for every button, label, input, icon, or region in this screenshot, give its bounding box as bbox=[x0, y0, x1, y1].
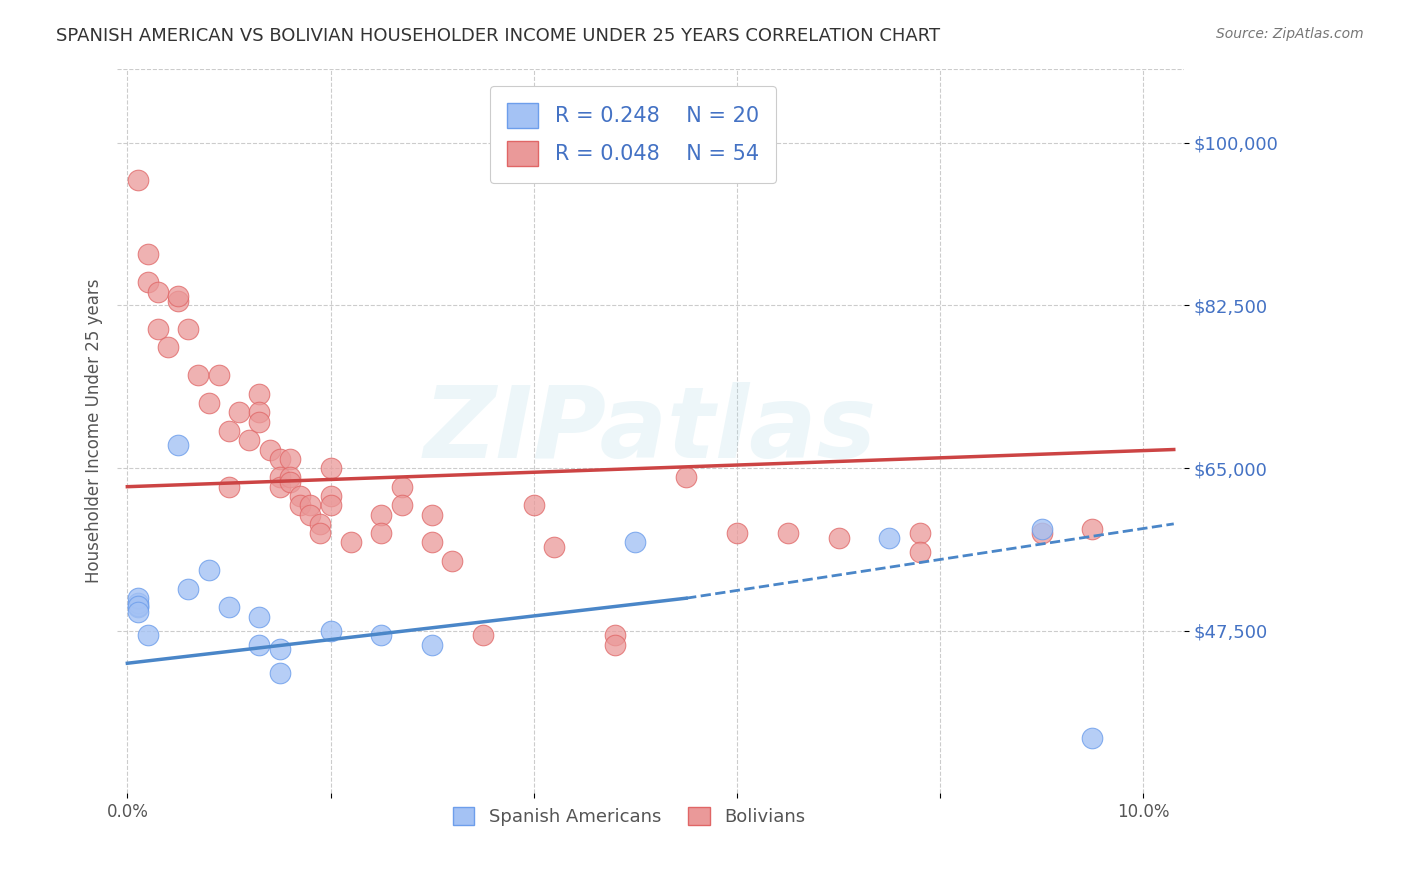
Point bbox=[319, 489, 342, 503]
Y-axis label: Householder Income Under 25 years: Householder Income Under 25 years bbox=[86, 278, 103, 583]
Point bbox=[208, 368, 231, 383]
Point bbox=[238, 434, 260, 448]
Point bbox=[319, 461, 342, 475]
Point bbox=[1031, 526, 1053, 541]
Point bbox=[420, 638, 443, 652]
Point bbox=[908, 526, 931, 541]
Point bbox=[340, 535, 363, 549]
Text: Source: ZipAtlas.com: Source: ZipAtlas.com bbox=[1216, 27, 1364, 41]
Point bbox=[420, 535, 443, 549]
Point bbox=[218, 600, 240, 615]
Point bbox=[127, 599, 149, 613]
Point bbox=[278, 470, 301, 484]
Point bbox=[1081, 521, 1104, 535]
Point bbox=[269, 642, 291, 657]
Point bbox=[624, 535, 647, 549]
Point bbox=[218, 480, 240, 494]
Legend: Spanish Americans, Bolivians: Spanish Americans, Bolivians bbox=[444, 797, 814, 835]
Point bbox=[269, 470, 291, 484]
Point bbox=[167, 293, 190, 308]
Point bbox=[127, 591, 149, 606]
Point bbox=[177, 322, 200, 336]
Point bbox=[543, 540, 565, 554]
Point bbox=[725, 526, 748, 541]
Point bbox=[249, 415, 271, 429]
Point bbox=[603, 638, 626, 652]
Point bbox=[249, 405, 271, 419]
Point bbox=[249, 386, 271, 401]
Point bbox=[167, 289, 190, 303]
Point bbox=[319, 498, 342, 512]
Point bbox=[136, 275, 159, 289]
Point bbox=[420, 508, 443, 522]
Point bbox=[309, 516, 332, 531]
Point bbox=[197, 563, 219, 577]
Point bbox=[146, 322, 169, 336]
Point bbox=[299, 498, 322, 512]
Point bbox=[177, 582, 200, 596]
Point bbox=[127, 605, 149, 619]
Point bbox=[127, 596, 149, 610]
Point bbox=[908, 545, 931, 559]
Point bbox=[299, 508, 322, 522]
Point bbox=[228, 405, 250, 419]
Point bbox=[319, 624, 342, 638]
Point bbox=[471, 628, 494, 642]
Point bbox=[127, 173, 149, 187]
Point bbox=[827, 531, 849, 545]
Point bbox=[136, 247, 159, 261]
Point bbox=[278, 475, 301, 489]
Point bbox=[156, 340, 179, 354]
Point bbox=[391, 480, 413, 494]
Point bbox=[259, 442, 281, 457]
Point bbox=[441, 554, 464, 568]
Point bbox=[127, 600, 149, 615]
Point bbox=[167, 438, 190, 452]
Point bbox=[370, 526, 392, 541]
Point bbox=[269, 665, 291, 680]
Point bbox=[391, 498, 413, 512]
Point bbox=[309, 526, 332, 541]
Point bbox=[249, 638, 271, 652]
Text: SPANISH AMERICAN VS BOLIVIAN HOUSEHOLDER INCOME UNDER 25 YEARS CORRELATION CHART: SPANISH AMERICAN VS BOLIVIAN HOUSEHOLDER… bbox=[56, 27, 941, 45]
Point bbox=[146, 285, 169, 299]
Point bbox=[370, 628, 392, 642]
Point bbox=[776, 526, 799, 541]
Text: ZIPatlas: ZIPatlas bbox=[425, 383, 877, 479]
Point bbox=[1081, 731, 1104, 745]
Point bbox=[218, 424, 240, 438]
Point bbox=[249, 609, 271, 624]
Point bbox=[269, 451, 291, 466]
Point bbox=[1031, 521, 1053, 535]
Point bbox=[136, 628, 159, 642]
Point bbox=[288, 489, 311, 503]
Point bbox=[879, 531, 901, 545]
Point bbox=[278, 451, 301, 466]
Point bbox=[603, 628, 626, 642]
Point bbox=[187, 368, 209, 383]
Point bbox=[197, 396, 219, 410]
Point bbox=[523, 498, 546, 512]
Point bbox=[675, 470, 697, 484]
Point bbox=[370, 508, 392, 522]
Point bbox=[288, 498, 311, 512]
Point bbox=[269, 480, 291, 494]
